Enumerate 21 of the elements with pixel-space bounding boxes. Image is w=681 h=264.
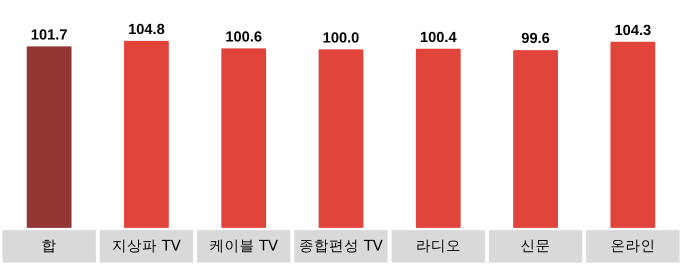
- data-label: 100.6: [225, 29, 262, 46]
- x-tick-label: 합: [42, 237, 57, 254]
- x-tick-label: 신문: [520, 237, 551, 254]
- bar: [221, 48, 266, 228]
- x-tick-label: 라디오: [416, 237, 461, 254]
- bar: [26, 46, 72, 228]
- bar: [318, 49, 364, 228]
- x-tick-label: 온라인: [610, 237, 656, 254]
- bar: [124, 40, 169, 228]
- data-label: 99.6: [521, 31, 550, 48]
- bar: [610, 42, 656, 228]
- bar: [513, 50, 558, 228]
- data-label: 104.8: [128, 22, 165, 38]
- data-label: 101.7: [30, 27, 68, 44]
- x-tick-label: 지상파 TV: [112, 237, 181, 254]
- data-label: 100.0: [322, 30, 360, 46]
- data-label: 104.3: [614, 22, 652, 39]
- x-tick-label: 종합편성 TV: [299, 237, 383, 254]
- bar: [416, 48, 461, 228]
- x-tick-label: 케이블 TV: [209, 237, 278, 254]
- data-label: 100.4: [420, 30, 458, 46]
